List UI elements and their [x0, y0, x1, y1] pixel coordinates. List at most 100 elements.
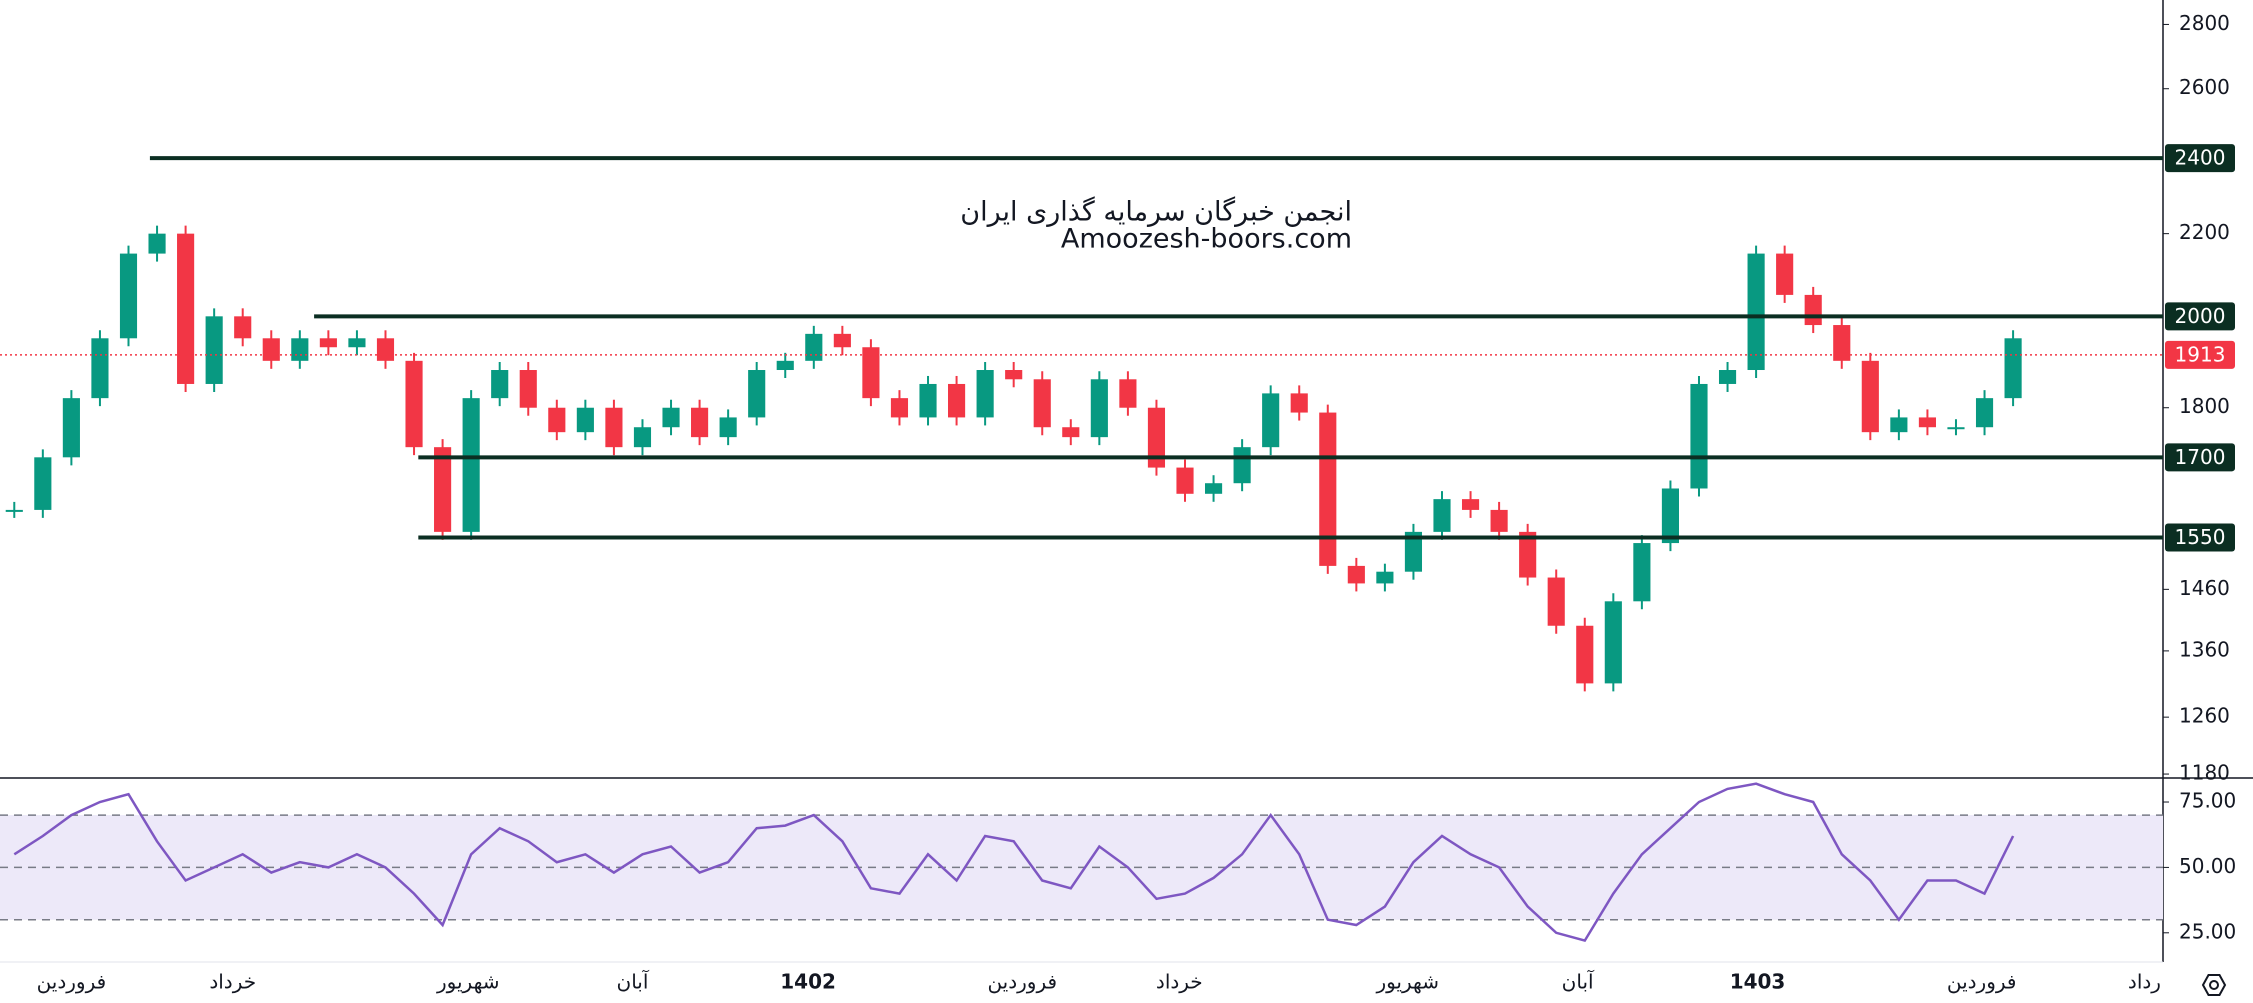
candle	[1005, 370, 1023, 380]
last-price-label: 1913	[2175, 342, 2226, 366]
candle	[491, 370, 509, 399]
candle	[1147, 407, 1166, 468]
candle	[5, 509, 23, 512]
candle	[34, 457, 52, 510]
candle	[1176, 467, 1194, 494]
candle	[119, 253, 138, 339]
y-tick-label: 1180	[2179, 761, 2230, 785]
x-tick-label: رداد	[2128, 970, 2161, 994]
last-price-box	[2165, 340, 2235, 369]
candle	[1661, 488, 1680, 544]
candle	[462, 398, 480, 532]
candle	[2004, 338, 2022, 399]
candle	[1119, 379, 1137, 408]
level-label: 2000	[2175, 304, 2226, 328]
candle	[633, 427, 652, 448]
candle	[434, 447, 452, 532]
x-tick-label: شهریور	[436, 970, 500, 994]
y-tick-label: 75.00	[2179, 789, 2236, 813]
watermark-fa: انجمن خبرگان سرمایه گذاری ایران	[960, 196, 1352, 228]
candle	[948, 383, 966, 418]
candle	[1604, 601, 1622, 684]
level-label: 2400	[2175, 146, 2226, 170]
candle	[719, 417, 737, 438]
level-box	[2165, 523, 2235, 552]
icon-hexagon	[2201, 974, 2227, 996]
candle	[1204, 483, 1223, 494]
candle	[1776, 253, 1794, 295]
candle	[348, 338, 366, 348]
level-box	[2165, 443, 2235, 472]
candle	[1947, 427, 1965, 430]
candle	[376, 338, 395, 361]
y-tick-label: 2600	[2179, 75, 2230, 99]
candle	[776, 360, 794, 371]
candle	[291, 338, 309, 361]
candle	[1833, 325, 1851, 361]
candle	[976, 370, 994, 418]
candle	[1262, 393, 1280, 448]
candle	[1519, 531, 1537, 578]
candle	[662, 407, 680, 428]
candle	[1918, 417, 1936, 428]
settings-icon[interactable]	[2201, 974, 2227, 996]
x-tick-label: فروردین	[987, 970, 1057, 994]
y-tick-label: 2200	[2179, 220, 2230, 244]
candle	[1433, 499, 1451, 532]
candle	[1576, 625, 1594, 684]
candle	[1861, 360, 1879, 433]
candle	[1319, 412, 1337, 566]
y-tick-label: 25.00	[2179, 919, 2236, 943]
candle	[405, 360, 423, 448]
x-tick-label: آبان	[617, 969, 650, 994]
x-tick-label: خرداد	[1156, 970, 1203, 994]
candle	[805, 333, 823, 361]
candle	[1233, 447, 1251, 484]
candle	[234, 316, 252, 339]
y-tick-label: 1260	[2179, 704, 2230, 728]
candle	[1461, 499, 1480, 510]
candle	[1890, 417, 1908, 433]
candle	[148, 233, 166, 254]
candle	[1062, 427, 1080, 438]
candle	[890, 398, 909, 418]
rsi-line	[13, 782, 2015, 943]
candle	[1804, 294, 1822, 326]
candle	[1633, 543, 1651, 602]
candle	[748, 370, 766, 418]
candle	[862, 347, 880, 399]
candle	[1347, 565, 1365, 584]
candle	[1490, 509, 1508, 532]
candle	[576, 407, 594, 433]
candle	[319, 338, 337, 348]
y-tick-label: 1800	[2179, 394, 2230, 418]
candle	[519, 370, 537, 408]
x-tick-label: 1403	[1730, 970, 1786, 994]
candle	[1404, 531, 1423, 572]
candle	[177, 233, 195, 384]
candle	[548, 407, 566, 433]
candle	[1033, 379, 1051, 428]
level-box	[2165, 302, 2235, 331]
candle	[833, 333, 851, 348]
candle	[1376, 571, 1394, 584]
y-tick-label: 2800	[2179, 11, 2230, 35]
candle	[691, 407, 709, 438]
x-tick-label: شهریور	[1375, 970, 1439, 994]
x-tick-label: آبان	[1562, 969, 1595, 994]
level-box	[2165, 144, 2235, 173]
candle	[919, 383, 937, 418]
candle	[62, 398, 80, 458]
candle	[1747, 253, 1765, 371]
x-tick-label: خرداد	[209, 970, 256, 994]
candle	[262, 338, 280, 361]
candle	[1090, 379, 1108, 438]
y-tick-label: 1460	[2179, 576, 2230, 600]
watermark-url: Amoozesh-boors.com	[1061, 224, 1352, 255]
candle	[1690, 383, 1708, 489]
candle	[1290, 393, 1308, 413]
candle	[1975, 398, 1994, 428]
candle	[91, 338, 109, 399]
